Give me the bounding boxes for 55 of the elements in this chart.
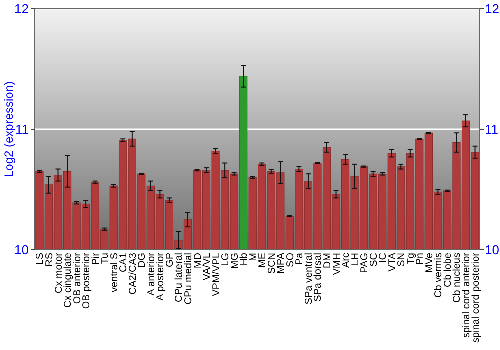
x-tick-label: M — [248, 253, 260, 262]
x-tick-label: MPA — [276, 252, 288, 274]
x-tick-label: SCN — [266, 253, 278, 274]
x-tick-label: Hb — [239, 252, 250, 266]
x-tick-label: Pir — [90, 252, 102, 266]
y2-tick-label: 12 — [485, 2, 500, 17]
x-tick-label: Cb lobe — [442, 252, 454, 288]
x-tick-label: CPu medial — [184, 253, 194, 305]
x-tick-label: LG — [220, 252, 232, 266]
x-tick-label: Pa — [294, 252, 306, 266]
x-tick-label: Pn — [415, 253, 426, 266]
x-tick-label: Cb vermis — [434, 253, 445, 298]
x-tick-label: SPa ventral — [304, 253, 315, 305]
x-tick-label: LH — [350, 253, 362, 266]
x-tick-label: MD — [192, 253, 204, 269]
x-tick-label: SPa dorsal — [313, 253, 324, 302]
x-tick-label: IC — [378, 253, 390, 263]
x-tick-label: GP — [164, 252, 176, 268]
x-tick-label: OB anterior — [72, 252, 84, 304]
x-tick-label: RS — [44, 252, 56, 267]
x-tick-label: Cx cingulate — [63, 252, 74, 308]
x-tick-label: CA1 — [118, 252, 130, 272]
x-tick-label: PAG — [360, 252, 371, 274]
x-tick-label: spinal cord posterior — [470, 252, 482, 344]
x-tick-label: OB posterior — [82, 252, 93, 310]
x-tick-label: DG — [137, 252, 148, 268]
x-tick-label: MVe — [424, 252, 436, 274]
x-tick-label: MG — [230, 252, 241, 270]
x-tick-label: VA/VL — [202, 252, 214, 281]
x-tick-label: SC — [368, 253, 380, 267]
x-tick-label: CPu lateral — [174, 253, 186, 302]
y-tick-label: 11 — [16, 122, 29, 138]
y2-tick-label: 11 — [485, 122, 498, 138]
x-tick-label: SN — [396, 253, 408, 267]
x-tick-label: Cx motor — [54, 252, 65, 294]
y-axis-title: Log2 (expression) — [2, 81, 16, 178]
x-tick-label: Tu — [100, 253, 112, 264]
x-tick-label: ventral S — [109, 252, 120, 292]
x-tick-label: Cb nucleus — [452, 253, 464, 304]
x-tick-label: spinal cord anterior — [462, 252, 473, 338]
y2-tick-label: 10 — [485, 242, 500, 258]
y-tick-label: 10 — [14, 242, 29, 258]
x-tick-label: VPM/VPL — [211, 252, 222, 296]
x-tick-label: DM — [322, 253, 334, 269]
x-tick-label: A anterior — [146, 252, 158, 296]
y-tick-label: 12 — [14, 2, 29, 17]
x-tick-label: A posterior — [156, 252, 167, 301]
x-tick-label: ME — [258, 252, 269, 268]
x-tick-label: VMH — [332, 253, 343, 276]
x-tick-label: SO — [285, 252, 296, 268]
x-tick-label: LS — [35, 252, 46, 266]
x-tick-label: CA2/CA3 — [128, 252, 139, 295]
x-tick-label: VTA — [387, 252, 398, 272]
x-tick-label: Tg — [406, 253, 417, 265]
x-tick-label: Arc — [341, 253, 352, 268]
